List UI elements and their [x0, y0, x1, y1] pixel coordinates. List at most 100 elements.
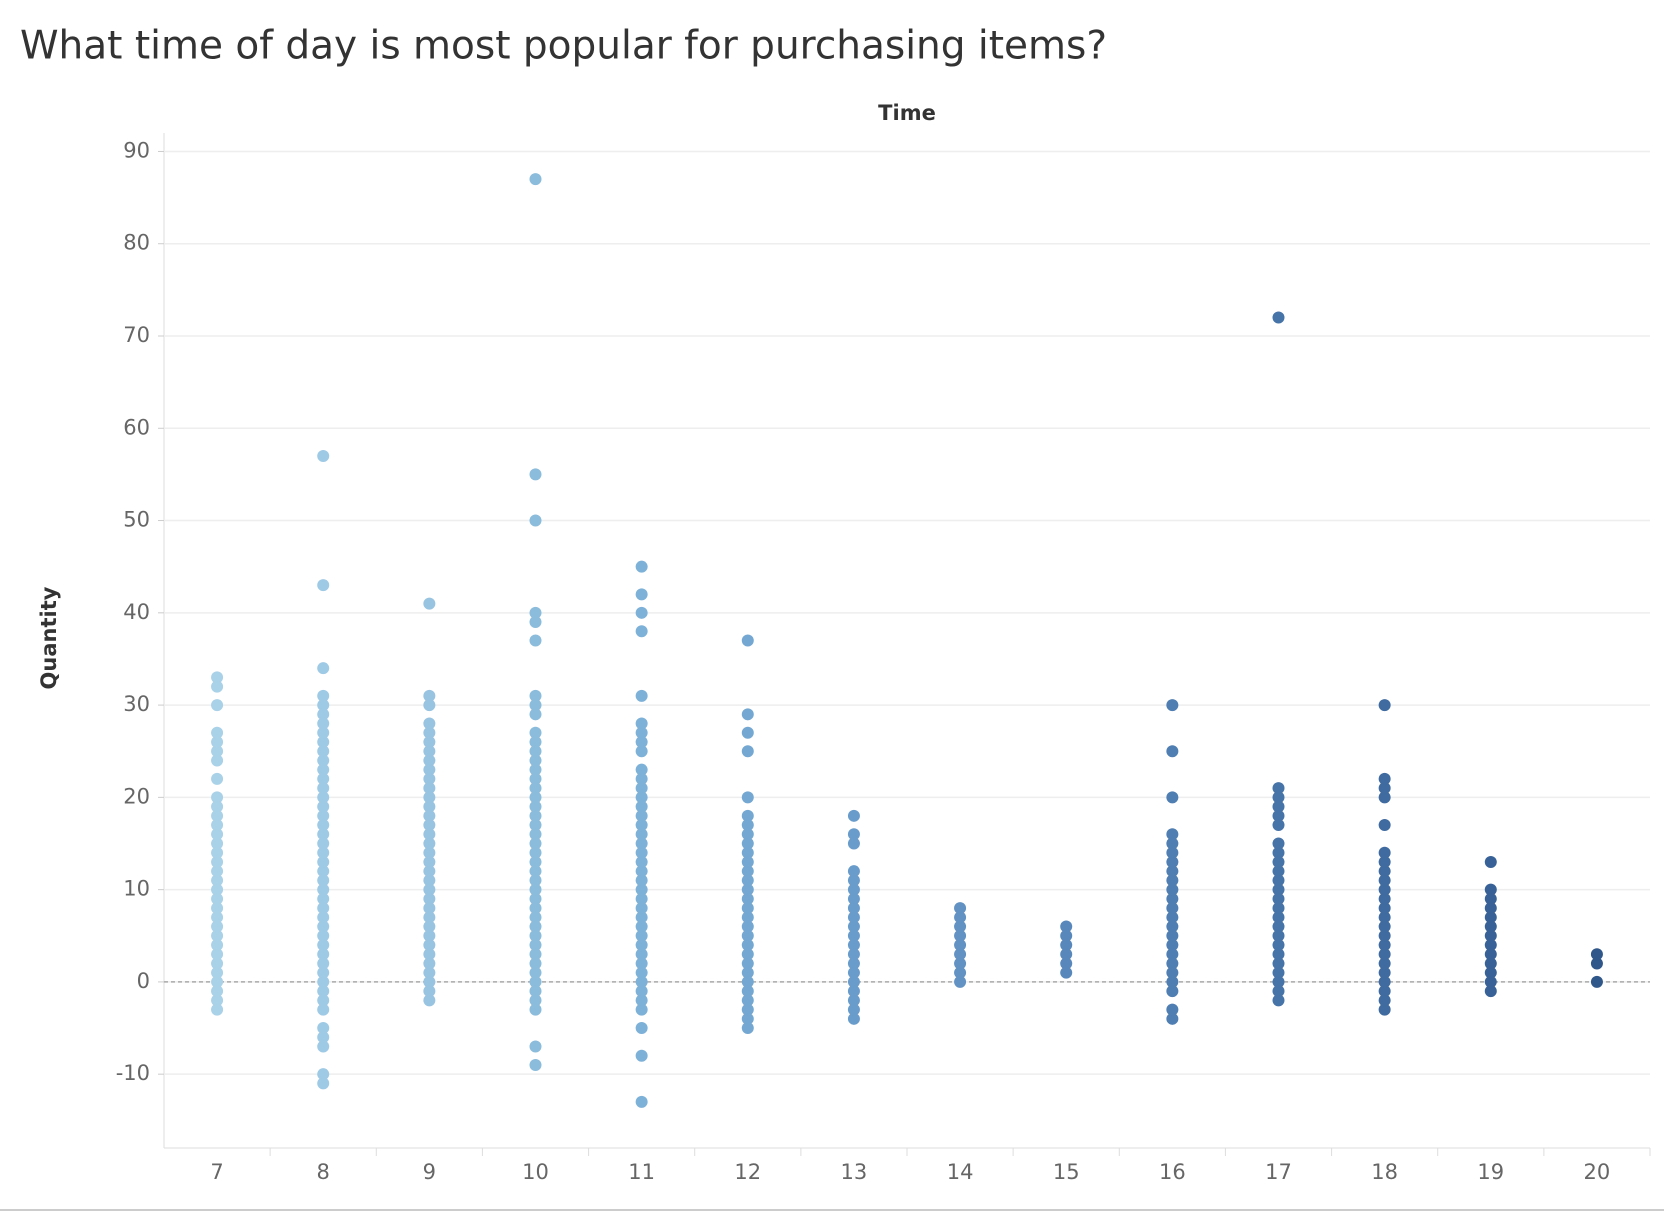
- dot: [529, 689, 542, 702]
- y-tick-label: 50: [123, 508, 150, 532]
- dot: [635, 994, 648, 1007]
- dot: [741, 874, 754, 887]
- dot: [529, 902, 542, 915]
- dot: [423, 736, 436, 748]
- dot: [635, 874, 648, 887]
- dot: [741, 883, 754, 896]
- dot: [1166, 846, 1179, 859]
- dot: [1272, 865, 1285, 878]
- dot: [847, 957, 860, 970]
- dot: [635, 717, 648, 730]
- dot: [529, 772, 542, 785]
- dot: [1484, 902, 1497, 915]
- dot: [529, 948, 542, 961]
- dot: [1272, 939, 1285, 951]
- dot: [635, 828, 648, 841]
- dot: [1484, 929, 1497, 942]
- dot: [1166, 699, 1179, 712]
- dot: [423, 800, 436, 813]
- dot: [635, 745, 648, 758]
- dot: [211, 920, 224, 933]
- dot: [635, 846, 648, 859]
- dot: [741, 892, 754, 905]
- dot: [211, 966, 224, 979]
- dot: [211, 745, 224, 758]
- dot: [317, 772, 330, 785]
- dot: [741, 948, 754, 961]
- dot: [635, 837, 648, 850]
- dot: [1272, 902, 1285, 915]
- dot: [741, 855, 754, 868]
- dot: [529, 791, 542, 804]
- dot: [1166, 837, 1179, 850]
- dot: [211, 800, 224, 813]
- dot: [1166, 957, 1179, 970]
- dot: [529, 892, 542, 905]
- dot: [1166, 911, 1179, 924]
- dot: [1272, 920, 1285, 933]
- dot: [1166, 966, 1179, 979]
- dot: [1378, 1003, 1391, 1016]
- dot: [423, 745, 436, 758]
- dot: [1166, 1012, 1179, 1025]
- dot: [635, 865, 648, 878]
- dot: [1166, 791, 1179, 804]
- dot: [211, 809, 224, 822]
- dot: [529, 966, 542, 979]
- dot: [529, 736, 542, 748]
- dot: [423, 892, 436, 905]
- dot: [423, 939, 436, 951]
- dot: [635, 625, 648, 638]
- dot: [741, 911, 754, 924]
- dot: [211, 939, 224, 951]
- dot: [635, 782, 648, 795]
- dot: [635, 902, 648, 915]
- dot: [1378, 865, 1391, 878]
- dot: [317, 809, 330, 822]
- dot: [1272, 892, 1285, 905]
- dot: [1272, 837, 1285, 850]
- dot: [635, 791, 648, 804]
- dot: [423, 957, 436, 970]
- dot: [317, 892, 330, 905]
- dot: [635, 809, 648, 822]
- dot: [635, 1003, 648, 1016]
- dot: [1378, 846, 1391, 859]
- dot: [1060, 920, 1073, 933]
- dot: [847, 828, 860, 841]
- dot: [1272, 966, 1285, 979]
- dot: [211, 671, 224, 684]
- dot: [317, 800, 330, 813]
- dot: [423, 754, 436, 767]
- dot: [529, 1040, 542, 1053]
- dot: [317, 1040, 330, 1053]
- dot: [211, 985, 224, 998]
- x-tick-label: 8: [317, 1160, 330, 1184]
- dot: [1166, 855, 1179, 868]
- dot: [423, 855, 436, 868]
- dot: [317, 929, 330, 942]
- dot: [423, 902, 436, 915]
- dot: [211, 699, 224, 712]
- dot: [211, 892, 224, 905]
- dot: [1378, 902, 1391, 915]
- dot: [1166, 865, 1179, 878]
- dot: [847, 1003, 860, 1016]
- dot: [423, 994, 436, 1007]
- dot: [741, 939, 754, 951]
- dot: [741, 902, 754, 915]
- dot: [423, 791, 436, 804]
- dot: [954, 929, 967, 942]
- dot: [847, 948, 860, 961]
- dot: [1166, 985, 1179, 998]
- dot: [741, 1022, 754, 1035]
- dot: [529, 634, 542, 647]
- dot: [1378, 772, 1391, 785]
- dot: [317, 708, 330, 721]
- dot: [847, 883, 860, 896]
- dot: [529, 929, 542, 942]
- dot: [423, 865, 436, 878]
- dot: [1378, 966, 1391, 979]
- dot: [211, 975, 224, 988]
- dot: [317, 920, 330, 933]
